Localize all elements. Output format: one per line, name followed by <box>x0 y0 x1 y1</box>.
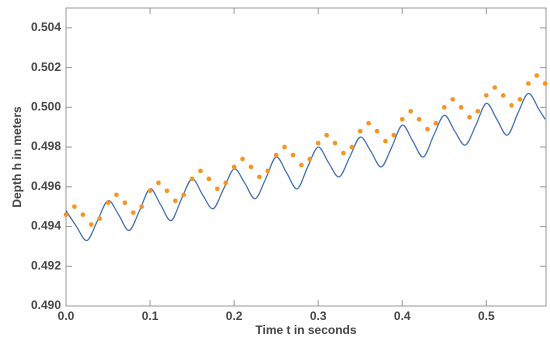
y-tick-label: 0.494 <box>31 219 61 233</box>
data-point <box>122 200 128 205</box>
y-tick-label: 0.490 <box>31 298 61 312</box>
y-tick-label: 0.492 <box>31 258 61 272</box>
x-tick-label: 0.3 <box>310 309 327 323</box>
data-point <box>349 144 355 150</box>
data-point <box>492 85 498 90</box>
data-point <box>189 176 195 182</box>
x-tick-label: 0.0 <box>58 309 75 323</box>
data-point <box>357 128 363 134</box>
data-point <box>105 200 111 205</box>
data-point <box>324 132 329 138</box>
data-point <box>526 81 531 86</box>
data-point <box>467 114 472 120</box>
data-point <box>383 138 388 144</box>
data-point <box>257 174 262 180</box>
data-point <box>114 192 119 198</box>
data-point <box>156 180 161 186</box>
data-point <box>198 168 203 174</box>
data-line <box>65 92 546 242</box>
y-tick-label: 0.502 <box>31 60 61 74</box>
data-point <box>500 93 506 98</box>
data-point <box>223 180 229 186</box>
data-point <box>441 105 447 110</box>
y-tick-label: 0.496 <box>31 179 61 193</box>
y-tick-label: 0.500 <box>31 100 61 114</box>
data-point <box>374 128 380 134</box>
data-point <box>450 97 455 102</box>
data-point <box>147 188 153 194</box>
y-tick-label: 0.504 <box>31 20 61 34</box>
plot-frame <box>65 7 547 307</box>
data-point <box>130 210 136 215</box>
data-point <box>80 212 86 217</box>
data-point <box>181 192 186 198</box>
data-point <box>307 156 313 162</box>
x-tick-label: 0.4 <box>394 309 411 323</box>
data-point <box>475 109 481 114</box>
data-point <box>399 116 405 122</box>
data-point <box>433 120 439 126</box>
data-point <box>509 103 514 108</box>
data-point <box>517 97 523 102</box>
data-point <box>542 81 548 86</box>
data-point <box>299 162 304 168</box>
data-point <box>265 168 271 174</box>
data-point <box>391 132 397 138</box>
data-point <box>164 188 170 194</box>
data-point <box>240 156 245 162</box>
data-point <box>315 140 321 146</box>
x-tick-label: 0.5 <box>478 309 495 323</box>
data-point <box>139 204 144 209</box>
data-point <box>534 73 540 78</box>
x-tick-label: 0.1 <box>142 309 159 323</box>
data-point <box>63 212 69 217</box>
y-tick-label: 0.498 <box>31 139 61 153</box>
data-point <box>97 216 102 221</box>
x-tick-label: 0.2 <box>226 309 243 323</box>
y-axis-label: Depth h in meters <box>10 106 24 208</box>
data-point <box>458 105 464 110</box>
data-point <box>484 93 489 98</box>
data-point <box>425 126 430 132</box>
data-point <box>282 144 287 150</box>
data-point <box>332 140 338 146</box>
data-point <box>231 164 237 170</box>
data-point <box>408 109 413 114</box>
data-point <box>206 176 212 182</box>
data-point <box>72 204 77 209</box>
data-point <box>341 150 346 156</box>
data-point <box>248 164 254 170</box>
data-point <box>366 120 371 126</box>
data-point <box>273 152 279 158</box>
data-point <box>172 198 178 204</box>
data-point <box>215 186 220 192</box>
data-point <box>290 152 296 158</box>
x-axis-label: Time t in seconds <box>255 323 356 337</box>
data-point <box>88 222 94 227</box>
data-point <box>416 116 422 122</box>
